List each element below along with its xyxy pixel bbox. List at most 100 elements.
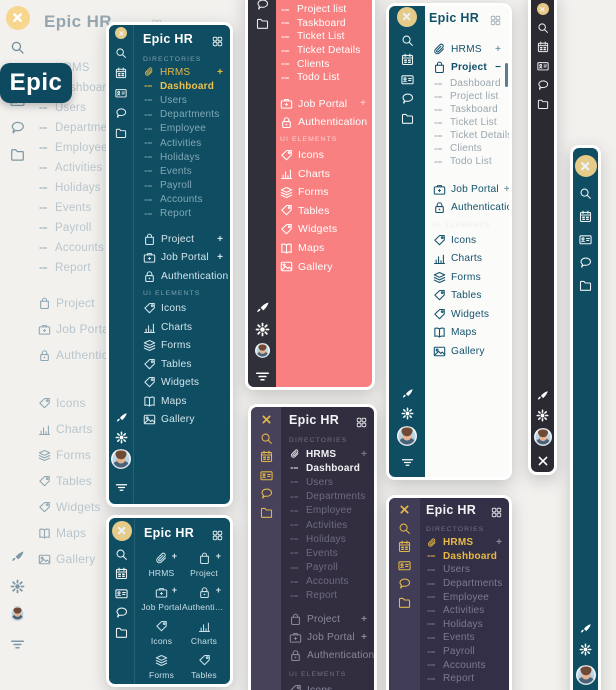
- menu-item-payroll[interactable]: Payroll: [38, 218, 168, 238]
- chat-icon-button[interactable]: [260, 487, 273, 500]
- menu-item-icons[interactable]: Icons: [280, 146, 366, 165]
- menu-item-dashboard[interactable]: Dashboard: [143, 79, 223, 93]
- menu-item-widgets[interactable]: Widgets: [143, 374, 223, 393]
- folder-icon-button[interactable]: [401, 112, 414, 125]
- grid-toggle-icon[interactable]: [490, 13, 501, 25]
- menu-item-todo-list[interactable]: Todo List: [433, 155, 501, 168]
- menu-item-activities[interactable]: Activities: [143, 136, 223, 150]
- menu-item-holidays[interactable]: Holidays: [426, 618, 502, 632]
- menu-item-holidays[interactable]: Holidays: [38, 178, 168, 198]
- menu-item-tables[interactable]: Tables: [143, 355, 223, 374]
- folder-icon-button[interactable]: [398, 596, 411, 609]
- menu-item-gallery[interactable]: Gallery: [280, 257, 366, 276]
- menu-item-users[interactable]: Users: [426, 563, 502, 577]
- menu-lines-icon-button[interactable]: [10, 637, 25, 652]
- logo-button[interactable]: [115, 27, 127, 39]
- menu-item-forms[interactable]: Forms: [143, 337, 223, 356]
- menu-item-payroll[interactable]: Payroll: [426, 645, 502, 659]
- menu-lines-icon-button[interactable]: [401, 456, 414, 469]
- menu-item-todo-list[interactable]: Todo List: [280, 71, 366, 85]
- menu-item-clients[interactable]: Clients: [280, 57, 366, 71]
- gear-icon-button[interactable]: [401, 407, 414, 420]
- chat-icon-button[interactable]: [10, 120, 25, 135]
- menu-item-authentication[interactable]: Authentication+: [143, 267, 228, 286]
- menu-item-hrms[interactable]: HRMS +: [289, 447, 367, 461]
- menu-item-project-list[interactable]: Project list: [433, 90, 501, 103]
- menu-item-users[interactable]: Users: [289, 475, 367, 489]
- menu-item-authentication[interactable]: Authentication+: [280, 113, 367, 132]
- menu-item-events[interactable]: Events: [38, 198, 168, 218]
- search-icon-button[interactable]: [579, 187, 592, 200]
- brush-icon-button[interactable]: [10, 550, 25, 565]
- logo-x-icon[interactable]: [398, 503, 411, 516]
- id-card-icon-button[interactable]: [536, 60, 549, 72]
- brush-icon-button[interactable]: [115, 412, 128, 425]
- id-card-icon-button[interactable]: [400, 73, 414, 86]
- menu-item-tables[interactable]: Tables: [280, 202, 366, 221]
- menu-tile-job-portal[interactable]: + Job Portal: [141, 585, 182, 612]
- search-icon-button[interactable]: [260, 432, 273, 445]
- menu-item-taskboard[interactable]: Taskboard: [433, 103, 501, 116]
- menu-item-job-portal[interactable]: Job Portal +: [280, 95, 366, 114]
- menu-item-employee[interactable]: Employee: [38, 138, 168, 158]
- user-avatar[interactable]: [254, 343, 270, 358]
- gear-icon-button[interactable]: [579, 643, 592, 656]
- menu-tile-authentication[interactable]: +Authentication: [182, 585, 226, 612]
- brush-icon-button[interactable]: [255, 301, 270, 316]
- menu-item-report[interactable]: Report: [289, 589, 367, 603]
- menu-item-maps[interactable]: Maps: [143, 392, 223, 411]
- menu-item-report[interactable]: Report: [38, 258, 168, 278]
- brush-icon-button[interactable]: [536, 390, 549, 403]
- grid-toggle-icon[interactable]: [491, 505, 502, 517]
- menu-item-widgets[interactable]: Widgets: [433, 305, 501, 324]
- menu-item-icons[interactable]: Icons: [433, 231, 501, 250]
- menu-item-forms[interactable]: Forms: [280, 183, 366, 202]
- menu-item-forms[interactable]: Forms: [38, 442, 168, 468]
- menu-tile-forms[interactable]: Forms: [141, 650, 182, 684]
- calendar-icon-button[interactable]: [401, 53, 414, 66]
- grid-toggle-icon[interactable]: [212, 528, 223, 540]
- menu-item-project[interactable]: Project +: [289, 610, 367, 628]
- menu-item-gallery[interactable]: Gallery: [143, 411, 223, 430]
- menu-item-accounts[interactable]: Accounts: [426, 658, 502, 672]
- chat-icon-button[interactable]: [256, 0, 269, 11]
- menu-item-departments[interactable]: Departments: [289, 490, 367, 504]
- menu-item-project-list[interactable]: Project list: [280, 3, 366, 17]
- menu-item-events[interactable]: Events: [426, 631, 502, 645]
- id-card-icon-button[interactable]: [398, 559, 411, 572]
- menu-item-payroll[interactable]: Payroll: [289, 561, 367, 575]
- gear-icon-button[interactable]: [536, 409, 549, 422]
- menu-item-dashboard[interactable]: Dashboard: [289, 461, 367, 475]
- menu-item-hrms[interactable]: HRMS +: [426, 536, 502, 550]
- menu-item-job-portal[interactable]: Job Portal +: [289, 628, 367, 646]
- menu-item-report[interactable]: Report: [426, 672, 502, 686]
- menu-item-activities[interactable]: Activities: [426, 604, 502, 618]
- menu-item-accounts[interactable]: Accounts: [289, 575, 367, 589]
- user-avatar[interactable]: [533, 428, 552, 446]
- menu-item-accounts[interactable]: Accounts: [143, 193, 223, 207]
- menu-item-employee[interactable]: Employee: [426, 590, 502, 604]
- search-icon-button[interactable]: [537, 22, 549, 34]
- user-avatar[interactable]: [111, 449, 131, 469]
- menu-item-holidays[interactable]: Holidays: [289, 532, 367, 546]
- menu-item-dashboard[interactable]: Dashboard: [433, 77, 501, 90]
- menu-tile-charts[interactable]: Charts: [182, 616, 226, 650]
- menu-item-charts[interactable]: Charts: [433, 250, 501, 269]
- menu-item-charts[interactable]: Charts: [280, 164, 366, 183]
- menu-item-maps[interactable]: Maps: [433, 324, 501, 343]
- scrollbar-thumb[interactable]: [505, 63, 508, 87]
- calendar-icon-button[interactable]: [115, 567, 128, 580]
- calendar-icon-button[interactable]: [260, 450, 273, 463]
- logo-button[interactable]: [111, 521, 132, 541]
- menu-lines-icon-button[interactable]: [255, 369, 270, 384]
- id-card-icon-button[interactable]: [579, 233, 592, 246]
- menu-item-activities[interactable]: Activities: [289, 518, 367, 532]
- menu-item-ticket-list[interactable]: Ticket List: [433, 116, 501, 129]
- menu-item-departments[interactable]: Departments: [426, 577, 502, 591]
- menu-item-job-portal[interactable]: Job Portal +: [433, 180, 509, 199]
- calendar-icon-button[interactable]: [398, 540, 411, 553]
- menu-item-authentication[interactable]: Authentication+: [433, 199, 509, 218]
- logo-button[interactable]: [574, 155, 597, 177]
- close-icon-button[interactable]: [536, 454, 550, 468]
- menu-item-users[interactable]: Users: [143, 93, 223, 107]
